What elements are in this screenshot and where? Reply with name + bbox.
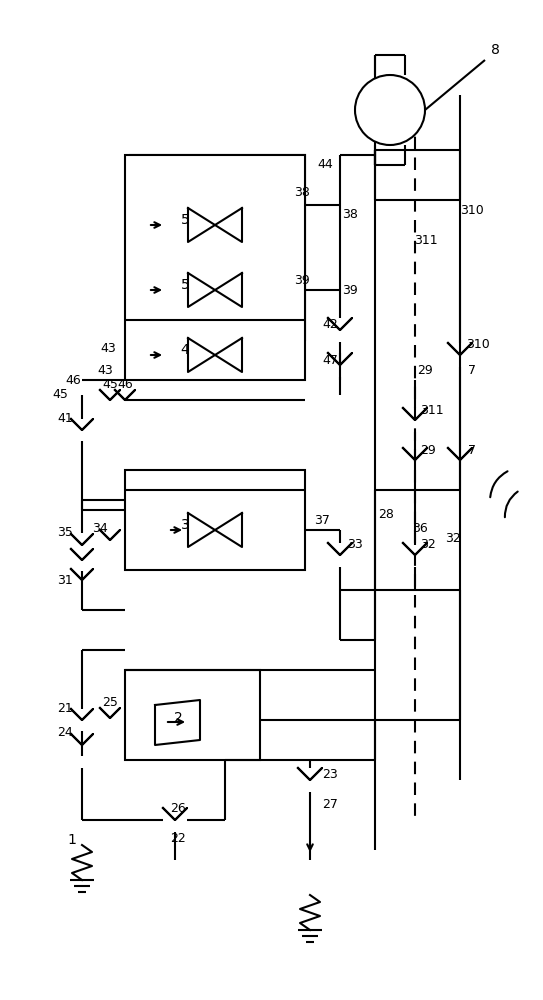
Text: 39: 39 — [294, 273, 310, 286]
Circle shape — [355, 75, 425, 145]
Text: 43: 43 — [97, 363, 113, 376]
Polygon shape — [328, 318, 352, 330]
Bar — [125, 670, 260, 760]
Polygon shape — [328, 353, 352, 365]
Polygon shape — [100, 390, 120, 400]
Text: 3: 3 — [181, 518, 190, 532]
Text: 25: 25 — [102, 696, 118, 710]
Text: 37: 37 — [314, 514, 330, 526]
Polygon shape — [328, 543, 352, 555]
Polygon shape — [188, 273, 215, 307]
Text: 5: 5 — [181, 213, 190, 227]
Polygon shape — [298, 768, 322, 780]
Text: 8: 8 — [490, 43, 500, 57]
Polygon shape — [71, 549, 93, 560]
Text: 27: 27 — [322, 798, 338, 812]
Text: 38: 38 — [342, 209, 358, 222]
Text: 23: 23 — [322, 768, 338, 782]
Polygon shape — [403, 543, 427, 555]
Polygon shape — [71, 734, 93, 745]
Bar — [125, 155, 305, 380]
Polygon shape — [215, 208, 242, 242]
Polygon shape — [188, 208, 215, 242]
Text: 29: 29 — [420, 444, 436, 456]
Text: 34: 34 — [92, 522, 108, 534]
Text: 39: 39 — [342, 284, 358, 296]
Text: 31: 31 — [57, 574, 73, 586]
Text: 45: 45 — [102, 378, 118, 391]
Text: 26: 26 — [170, 802, 186, 814]
Text: 47: 47 — [322, 354, 338, 366]
Bar — [125, 470, 305, 570]
Polygon shape — [100, 708, 120, 718]
Polygon shape — [215, 513, 242, 547]
Polygon shape — [115, 390, 135, 400]
Text: 4: 4 — [181, 343, 190, 357]
Text: 35: 35 — [57, 526, 73, 540]
Polygon shape — [188, 513, 215, 547]
Text: 310: 310 — [466, 338, 490, 352]
Text: 311: 311 — [420, 403, 444, 416]
Text: 46: 46 — [117, 378, 133, 391]
Text: 32: 32 — [445, 532, 461, 544]
Polygon shape — [163, 808, 187, 820]
Polygon shape — [215, 338, 242, 372]
Polygon shape — [71, 419, 93, 430]
Polygon shape — [71, 569, 93, 580]
Text: 41: 41 — [57, 412, 73, 424]
Bar — [130, 155, 305, 340]
Polygon shape — [71, 709, 93, 720]
Text: 45: 45 — [52, 388, 68, 401]
Text: 46: 46 — [65, 373, 81, 386]
Text: 310: 310 — [460, 204, 484, 217]
Polygon shape — [215, 273, 242, 307]
Text: 22: 22 — [170, 832, 186, 844]
Polygon shape — [188, 338, 215, 372]
Text: 24: 24 — [57, 726, 73, 740]
Polygon shape — [403, 408, 427, 420]
Text: 2: 2 — [174, 711, 182, 725]
Text: 38: 38 — [294, 186, 310, 198]
Text: 1: 1 — [67, 833, 77, 847]
Text: 28: 28 — [378, 508, 394, 522]
Text: 44: 44 — [317, 158, 333, 172]
Polygon shape — [403, 448, 427, 460]
Text: 5: 5 — [181, 278, 190, 292]
Polygon shape — [71, 534, 93, 545]
Polygon shape — [448, 448, 472, 460]
Text: 43: 43 — [100, 342, 116, 355]
Text: 29: 29 — [417, 363, 433, 376]
Text: 42: 42 — [322, 318, 338, 332]
Text: 7: 7 — [468, 363, 476, 376]
Text: 33: 33 — [347, 538, 363, 552]
Polygon shape — [100, 530, 120, 540]
Polygon shape — [448, 343, 472, 355]
Polygon shape — [155, 700, 200, 745]
Text: 311: 311 — [414, 233, 438, 246]
Text: 36: 36 — [412, 522, 428, 534]
Text: 21: 21 — [57, 702, 73, 714]
Text: 7: 7 — [468, 444, 476, 456]
Text: 32: 32 — [420, 538, 436, 552]
